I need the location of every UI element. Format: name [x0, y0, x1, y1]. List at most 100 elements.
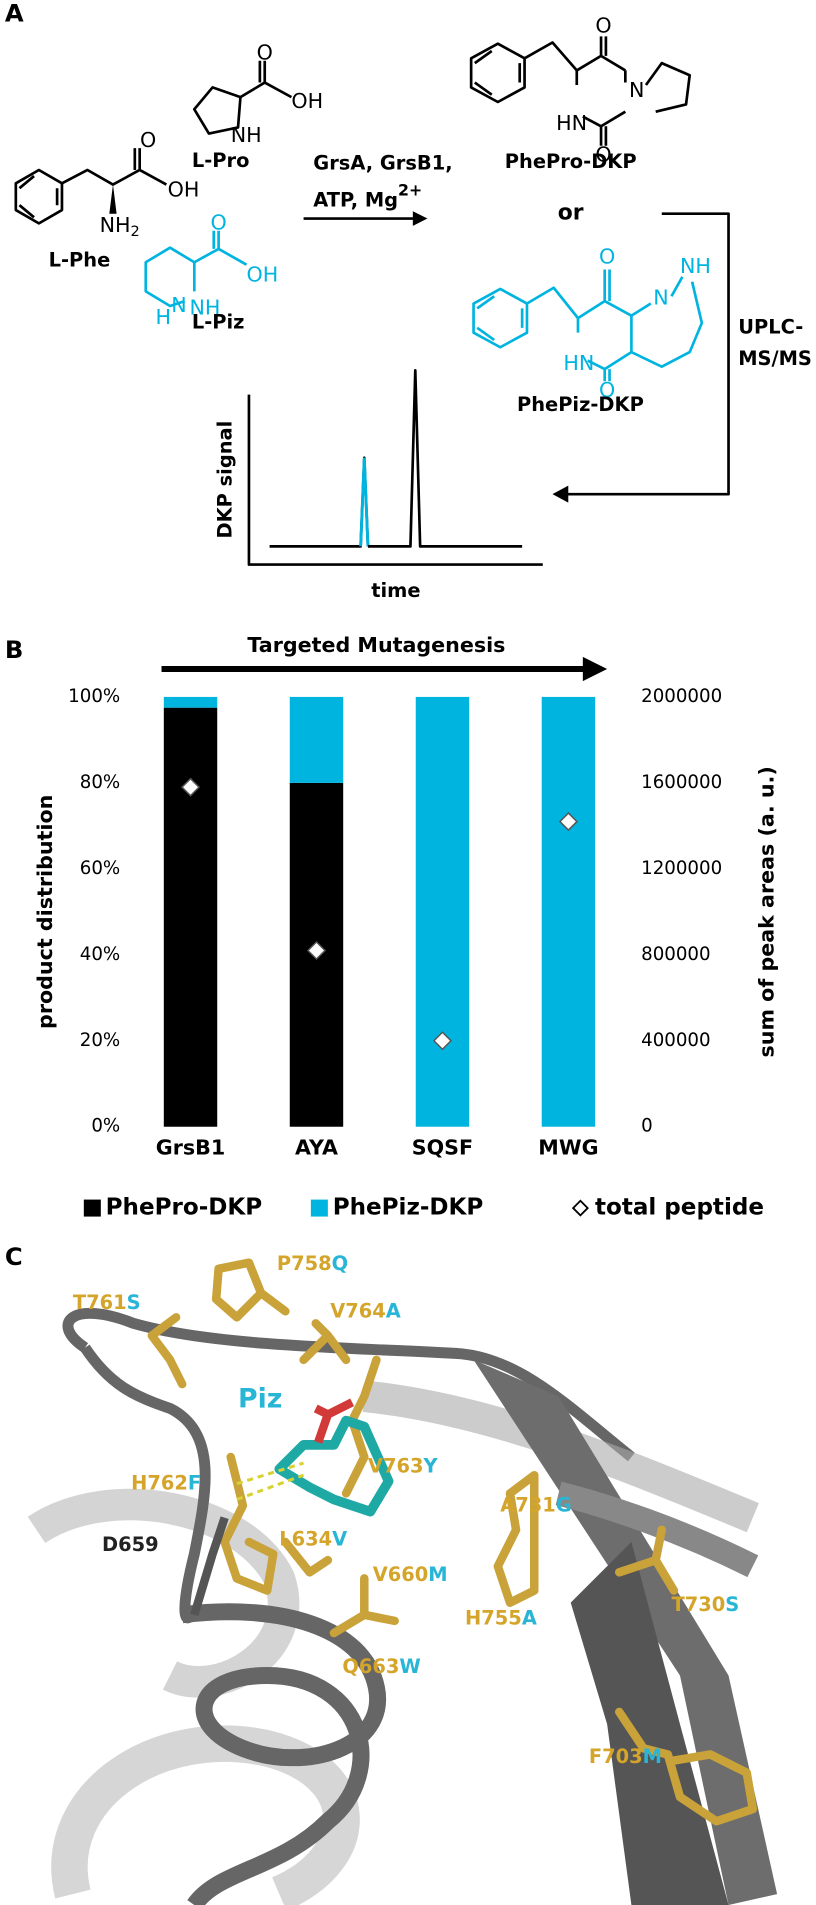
bar-segment — [289, 696, 344, 783]
atom: O — [595, 14, 611, 38]
chromatogram-ylabel: DKP signal — [213, 421, 236, 539]
y-tick-label: 40% — [80, 944, 120, 965]
helix — [27, 1488, 300, 1698]
mutation-label: H755A — [465, 1606, 537, 1629]
strand — [555, 1481, 759, 1578]
mutant-residue: W — [399, 1655, 420, 1678]
protein-structure — [27, 1258, 778, 1905]
mutant-residue: A — [522, 1606, 537, 1629]
atom-labels: O OH NH2 O OH NH O OH NH N H O O HN N O … — [100, 14, 711, 402]
mutation-label: V764A — [330, 1299, 401, 1322]
mutant-residue: F — [188, 1471, 201, 1494]
reagent: ATP, Mg2+ — [313, 180, 422, 211]
atom: O — [257, 40, 273, 64]
peak-piz — [359, 457, 370, 547]
wild-residue: H762 — [131, 1471, 188, 1494]
peak-pro — [367, 368, 523, 548]
ligand-label: Piz — [238, 1383, 282, 1414]
atom: O — [599, 244, 615, 268]
arrowhead — [582, 656, 608, 682]
y2-tick-label: 400000 — [641, 1030, 711, 1051]
atom: O — [599, 378, 615, 402]
ligand-sticks — [313, 1398, 355, 1444]
atom: HN — [556, 111, 587, 135]
bond — [61, 148, 168, 186]
atom: NH — [189, 295, 220, 319]
wild-residue: V763 — [368, 1454, 424, 1477]
wild-residue: V764 — [330, 1299, 386, 1322]
chart: 0% 20% 40% 60% 80% 100% 0 400000 800000 1200000 16… — [68, 686, 764, 1221]
mutant-residue: Y — [422, 1454, 438, 1477]
legend-label: PhePro-DKP — [106, 1195, 262, 1221]
bar-segment — [163, 707, 218, 1127]
y2-tick-label: 800000 — [641, 944, 711, 965]
chromatogram-axes — [247, 394, 543, 566]
scatter-point — [432, 1031, 452, 1051]
mutant-residue: G — [556, 1493, 572, 1516]
ligand-sticks — [274, 1415, 394, 1517]
loop — [80, 1344, 211, 1624]
wild-residue: V660 — [373, 1562, 429, 1585]
x-tick-label: AYA — [295, 1136, 338, 1160]
legend-swatch — [310, 1199, 328, 1217]
wild-residue: F703 — [589, 1744, 643, 1767]
bar-segment — [541, 696, 596, 1127]
analysis-label: MS/MS — [738, 347, 812, 370]
atom: HN — [563, 351, 594, 375]
residue-label: D659 — [102, 1533, 159, 1556]
mutation-label: V763Y — [368, 1454, 439, 1477]
x-tick-label: SQSF — [412, 1136, 473, 1160]
atom: NH — [680, 254, 711, 278]
y-tick-label: 80% — [80, 772, 120, 793]
wild-residue: P758 — [277, 1251, 332, 1274]
atom-subscript: 2 — [131, 223, 140, 240]
scheme — [14, 36, 730, 566]
strand — [473, 1359, 778, 1905]
side-chain — [190, 1516, 229, 1617]
y2-axis-label: sum of peak areas (a. u.) — [754, 766, 778, 1057]
panel-label: C — [5, 1242, 23, 1271]
flow-arrow — [564, 212, 730, 496]
y-tick-label: 100% — [68, 686, 120, 707]
analysis-label: UPLC- — [738, 315, 803, 338]
legend-label: total peptide — [595, 1195, 764, 1221]
bond — [144, 230, 248, 308]
bar-segment — [163, 696, 218, 708]
wild-residue: H755 — [465, 1606, 522, 1629]
y2-tick-label: 1200000 — [641, 858, 722, 879]
reagent: ATP, Mg — [313, 188, 398, 211]
x-tick-label: MWG — [538, 1136, 598, 1160]
mutation-label: H762F — [131, 1471, 201, 1494]
reagent-superscript: 2+ — [398, 180, 422, 199]
scatter-point — [306, 940, 327, 961]
y-axis-label: product distribution — [33, 795, 57, 1029]
y2-tick-label: 0 — [641, 1116, 653, 1137]
y-tick-label: 0% — [91, 1116, 120, 1137]
reactant-label: L-Piz — [192, 310, 245, 333]
connector: or — [558, 201, 584, 226]
arrowhead — [412, 211, 428, 226]
mutation-label: F703M — [589, 1744, 662, 1767]
scatter-point — [180, 777, 201, 797]
mutation-label: V660M — [373, 1562, 448, 1585]
mutant-residue: M — [643, 1744, 662, 1767]
mutant-residue: Q — [332, 1251, 349, 1274]
bond — [576, 269, 704, 382]
atom: O — [595, 142, 611, 166]
bond — [469, 41, 578, 104]
wild-residue: L634 — [279, 1527, 332, 1550]
x-tick-label: GrsB1 — [156, 1136, 225, 1160]
reactant-label: L-Pro — [192, 149, 250, 172]
h-bond — [236, 1461, 305, 1501]
wedge — [109, 184, 117, 214]
reactant-label: L-Phe — [49, 249, 111, 272]
atom: H — [155, 305, 171, 329]
wild-residue: A731 — [500, 1493, 556, 1516]
mutant-residue: S — [725, 1593, 739, 1616]
product-label: PhePro-DKP — [505, 150, 637, 173]
mutation-label: P758Q — [277, 1251, 348, 1274]
atom: N — [171, 293, 186, 317]
mutant-residue: M — [428, 1562, 447, 1585]
mutation-label: T761S — [73, 1290, 141, 1313]
